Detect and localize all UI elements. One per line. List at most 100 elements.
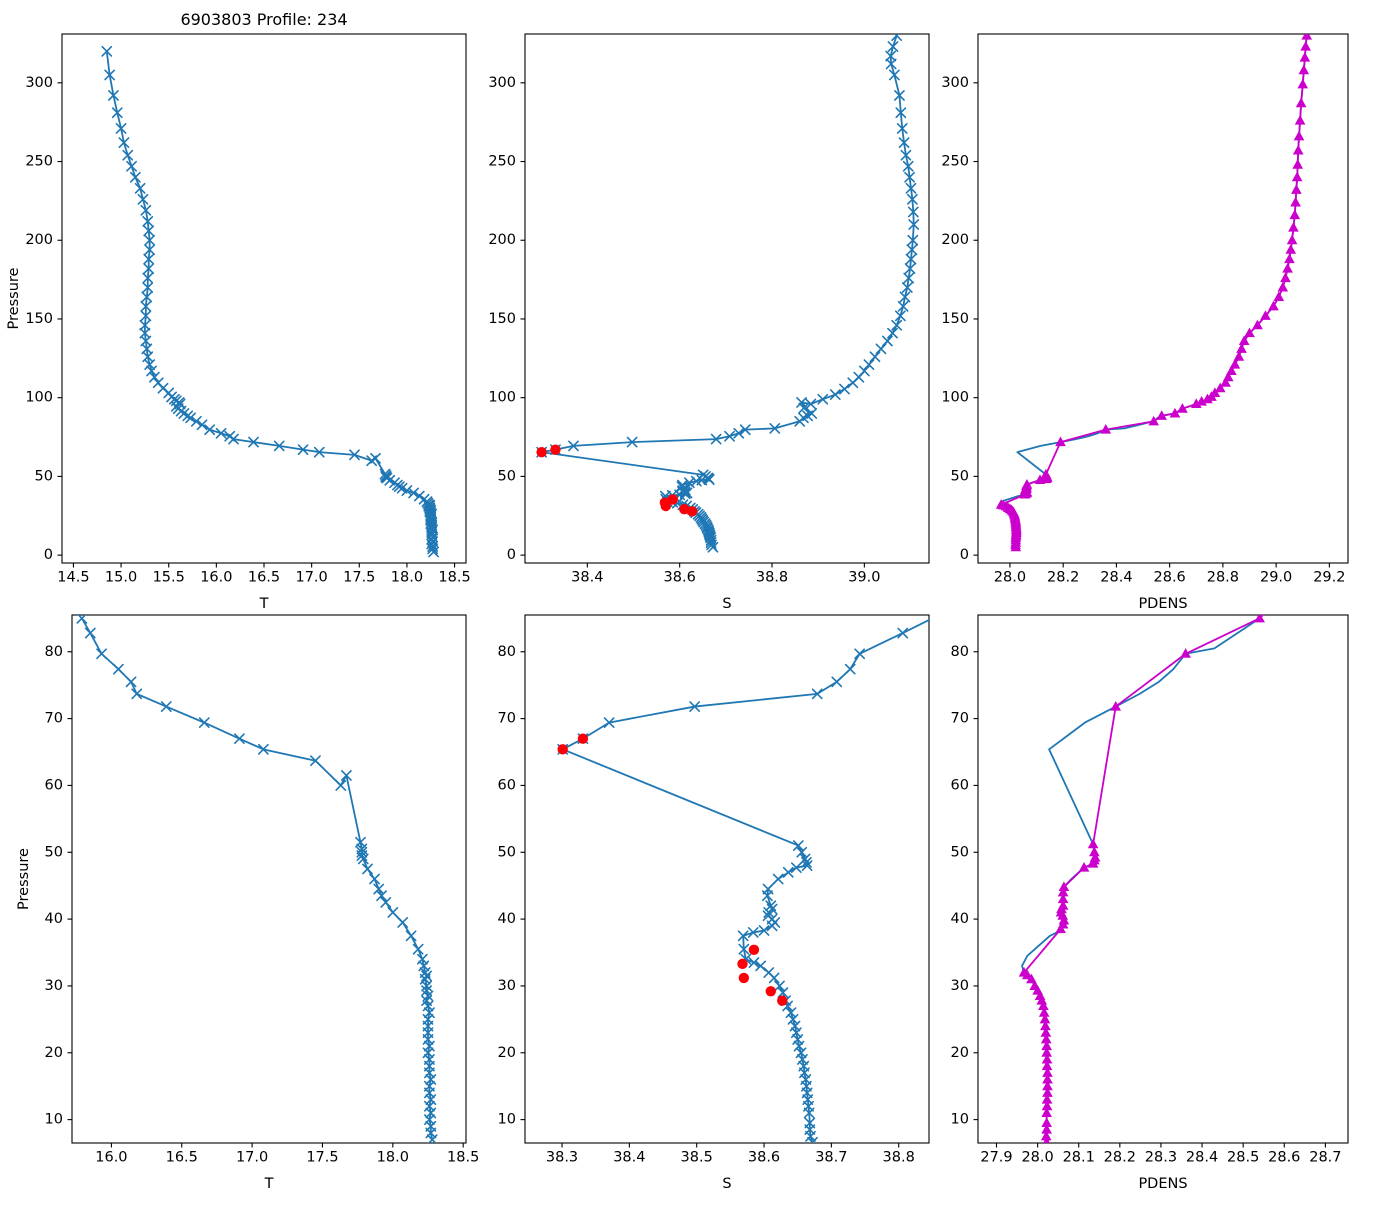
- series-markers-1: [536, 444, 698, 517]
- x-tick-label: 28.4: [1100, 570, 1132, 586]
- x-tick-label: 28.5: [1227, 1150, 1259, 1166]
- marker-triangle: [1285, 244, 1297, 254]
- marker-x: [142, 282, 154, 293]
- marker-x: [421, 985, 432, 997]
- marker-x: [126, 160, 137, 172]
- marker-x: [900, 149, 912, 161]
- marker-x: [122, 149, 134, 161]
- y-tick-label: 200: [488, 232, 516, 248]
- y-tick-label: 70: [951, 711, 969, 727]
- marker-triangle: [1284, 253, 1295, 264]
- marker-x: [906, 193, 918, 205]
- x-tick-label: 28.0: [1021, 1150, 1053, 1166]
- marker-x: [340, 770, 352, 781]
- y-tick-label: 70: [498, 711, 516, 727]
- panel-top-left-temperature: 14.5 15.0 15.5 16.0 16.5 17.0 17.5 18.0 18.5 0 50 1…: [6, 8, 478, 625]
- series-markers-0: [76, 615, 438, 1143]
- series-line-0: [561, 619, 929, 1143]
- x-tick-label: 39.0: [848, 570, 880, 586]
- marker-triangle: [1041, 1107, 1052, 1117]
- marker-triangle: [1298, 64, 1310, 75]
- marker-x: [894, 310, 906, 322]
- marker-x: [869, 351, 881, 363]
- marker-x: [143, 225, 155, 237]
- x-tick-label: 18.0: [377, 1150, 409, 1166]
- marker-triangle: [1229, 359, 1241, 369]
- marker-x: [908, 219, 920, 230]
- y-tick-label: 300: [488, 75, 516, 91]
- plot-frame: [977, 614, 1349, 1144]
- marker-triangle: [1057, 900, 1069, 910]
- marker-flag-dot: [738, 972, 750, 984]
- x-tick-label: 18.5: [438, 570, 470, 586]
- marker-x: [805, 398, 817, 410]
- marker-x: [738, 943, 750, 955]
- marker-x: [801, 856, 812, 868]
- panel-bottom-right-pdens-zoom: 27.9 28.0 28.1 28.2 28.3 28.4 28.5 28.6 28.7 10 20…: [922, 589, 1360, 1205]
- marker-triangle: [1280, 272, 1291, 283]
- marker-x: [140, 204, 152, 216]
- marker-x: [769, 422, 781, 434]
- marker-triangle: [1041, 1124, 1052, 1134]
- marker-triangle: [1038, 1000, 1049, 1011]
- x-tick-label: 38.4: [571, 570, 603, 586]
- x-tick-label: 38.6: [664, 570, 696, 586]
- marker-triangle: [1286, 234, 1298, 245]
- marker-triangle: [1295, 97, 1307, 108]
- marker-x: [84, 627, 96, 639]
- x-tick-label: 18.0: [391, 570, 423, 586]
- y-tick-label: 100: [488, 390, 516, 406]
- y-tick-label: 60: [951, 777, 969, 793]
- marker-triangle: [1282, 262, 1293, 273]
- marker-triangle: [1021, 478, 1033, 489]
- page-title: 6903803 Profile: 234: [180, 10, 347, 29]
- marker-triangle: [1058, 881, 1070, 892]
- marker-triangle: [1291, 171, 1303, 182]
- marker-triangle: [1041, 1040, 1052, 1051]
- marker-x: [257, 743, 269, 755]
- marker-triangle: [1290, 196, 1301, 207]
- marker-triangle: [1297, 78, 1309, 89]
- marker-x: [806, 408, 818, 419]
- marker-triangle: [1292, 144, 1304, 155]
- marker-x: [152, 377, 164, 389]
- marker-triangle: [1254, 615, 1265, 623]
- y-tick-label: 100: [25, 390, 53, 406]
- x-tick-label: 18.5: [447, 1150, 479, 1166]
- marker-x: [831, 676, 843, 688]
- marker-triangle: [1040, 1020, 1051, 1031]
- marker-x: [142, 272, 154, 284]
- y-tick-label: 300: [25, 75, 53, 91]
- marker-triangle: [1288, 222, 1299, 232]
- y-tick-label: 60: [45, 777, 63, 793]
- marker-x: [829, 389, 841, 400]
- plot-frame: [977, 33, 1349, 564]
- marker-x: [887, 327, 898, 339]
- marker-x: [789, 1020, 801, 1032]
- x-tick-label: 17.0: [236, 1150, 268, 1166]
- marker-triangle: [1233, 351, 1245, 361]
- marker-x: [891, 319, 903, 331]
- marker-triangle: [1087, 838, 1099, 849]
- marker-x: [215, 427, 227, 439]
- y-tick-label: 20: [498, 1045, 516, 1061]
- marker-x: [755, 960, 767, 972]
- marker-triangle: [1148, 415, 1160, 426]
- marker-triangle: [1273, 291, 1285, 301]
- marker-x: [140, 300, 152, 312]
- series-markers-1: [557, 733, 788, 1006]
- marker-x: [413, 490, 425, 502]
- x-axis-title: S: [722, 1176, 731, 1192]
- data-area: [536, 34, 920, 553]
- marker-flag-dot: [777, 995, 788, 1006]
- marker-x: [817, 393, 829, 405]
- y-tick-label: 60: [498, 777, 516, 793]
- marker-x: [146, 365, 157, 377]
- marker-flag-dot: [679, 503, 690, 515]
- y-tick-label: 40: [951, 911, 969, 927]
- marker-x: [839, 383, 850, 395]
- x-tick-label: 28.8: [1207, 570, 1239, 586]
- marker-x: [766, 903, 778, 915]
- x-tick-label: 29.0: [1260, 570, 1292, 586]
- marker-triangle: [1292, 159, 1304, 169]
